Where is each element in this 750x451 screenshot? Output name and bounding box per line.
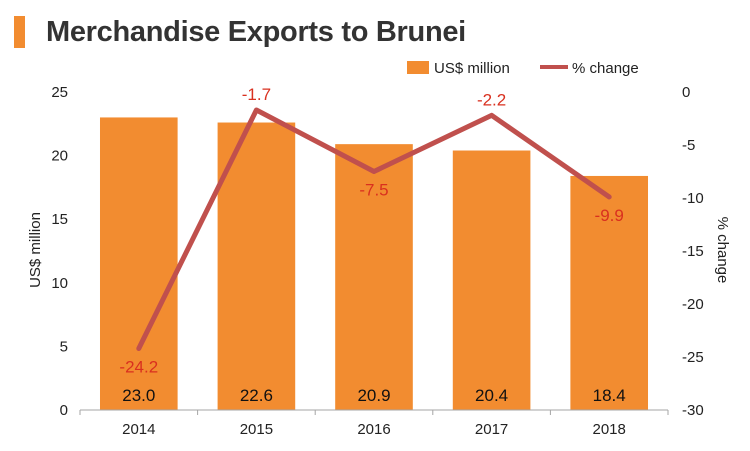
x-tick-label: 2017 xyxy=(475,421,508,438)
bar-2016 xyxy=(335,144,413,411)
bar-value-label: 22.6 xyxy=(240,386,273,405)
y-tick-label: 10 xyxy=(51,275,68,292)
pct-change-label: -2.2 xyxy=(477,90,506,109)
bar-value-label: 20.4 xyxy=(475,386,508,405)
y2-tick-label: -25 xyxy=(682,349,704,366)
pct-change-label: -7.5 xyxy=(359,181,388,200)
bar-2017 xyxy=(452,150,531,410)
pct-change-label: -1.7 xyxy=(242,85,271,104)
y2-tick-label: 0 xyxy=(682,84,690,101)
x-tick-label: 2015 xyxy=(240,421,273,438)
y-axis-title: US$ million xyxy=(27,212,44,288)
y-tick-label: 25 xyxy=(51,84,68,101)
y2-tick-label: -20 xyxy=(682,296,704,313)
pct-change-label: -9.9 xyxy=(595,206,624,225)
y2-tick-label: -30 xyxy=(682,402,704,419)
bar-value-label: 20.9 xyxy=(357,386,390,405)
x-axis: 2014 2015 2016 2017 2018 xyxy=(79,409,669,438)
bar-2018 xyxy=(570,175,649,410)
legend-swatch-us-million xyxy=(407,61,429,74)
y-axis-left: 0 5 10 15 20 25 xyxy=(51,84,68,419)
title-accent-bar xyxy=(14,16,25,48)
bar-value-label: 18.4 xyxy=(593,386,626,405)
pct-change-label: -24.2 xyxy=(119,358,158,377)
y-tick-label: 15 xyxy=(51,211,68,228)
x-tick-label: 2018 xyxy=(593,421,626,438)
bars-us-million: 23.0 22.6 20.9 20.4 18.4 xyxy=(99,117,649,411)
x-tick-label: 2016 xyxy=(357,421,390,438)
y2-tick-label: -10 xyxy=(682,190,704,207)
chart-title: Merchandise Exports to Brunei xyxy=(46,16,466,48)
y2-tick-label: -15 xyxy=(682,243,704,260)
y-tick-label: 0 xyxy=(60,402,68,419)
y2-tick-label: -5 xyxy=(682,137,695,154)
bar-value-label: 23.0 xyxy=(122,386,155,405)
legend-label-us-million: US$ million xyxy=(434,60,510,77)
y-tick-label: 20 xyxy=(51,148,68,165)
legend: US$ million % change xyxy=(407,60,639,77)
y-axis-right: 0 -5 -10 -15 -20 -25 -30 xyxy=(682,84,704,419)
x-tick-label: 2014 xyxy=(122,421,155,438)
y2-axis-title: % change xyxy=(714,217,731,284)
pct-change-line xyxy=(136,107,612,352)
y-tick-label: 5 xyxy=(60,338,68,355)
bar-2015 xyxy=(217,122,296,410)
line-pct-change: -24.2 -1.7 -7.5 -2.2 -9.9 xyxy=(119,85,624,377)
bar-2014 xyxy=(99,117,178,410)
legend-label-pct-change: % change xyxy=(572,60,639,77)
